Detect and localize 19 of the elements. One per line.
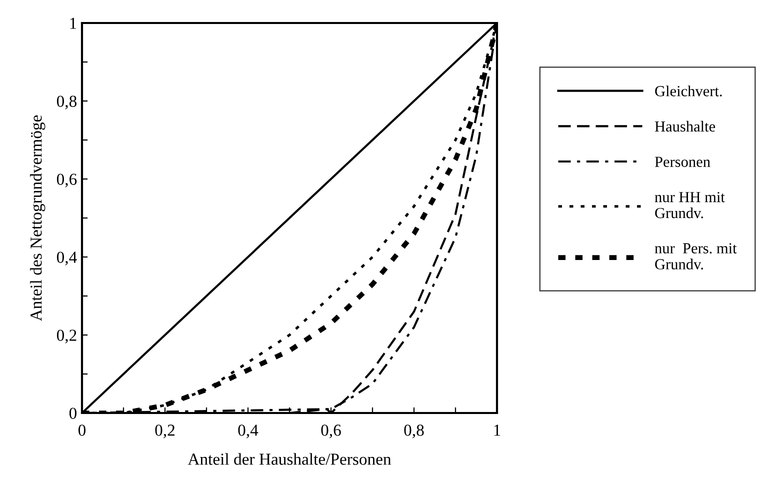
x-tick-label: 0,4 (238, 424, 258, 438)
y-tick-label: 1 (70, 18, 76, 29)
text: Haushalte (654, 120, 716, 132)
y-tick-label: 0,8 (56, 96, 77, 110)
x-tick-label: 0,8 (404, 424, 424, 438)
x-tick-label: 1 (494, 424, 500, 436)
x-tick-label: 0,6 (321, 424, 341, 438)
y-tick-label: 0,6 (56, 174, 77, 188)
y-tick-label: 0,4 (56, 252, 77, 266)
x-axis-title: Anteil der Haushalte/Personen (188, 453, 392, 465)
text: nur Pers. mit Grundv. (654, 243, 737, 270)
text: Personen (654, 156, 710, 167)
text: nur HH mit Grundv. (654, 192, 725, 218)
y-tick-label: 0 (69, 408, 77, 419)
x-tick-label: 0,2 (155, 424, 174, 438)
y-tick-label: 0,2 (56, 330, 76, 344)
text: Gleichvert. (655, 86, 722, 96)
x-tick-label: 0 (78, 424, 86, 436)
y-axis-title: Anteil des Nettogrundvermöge (30, 115, 46, 322)
